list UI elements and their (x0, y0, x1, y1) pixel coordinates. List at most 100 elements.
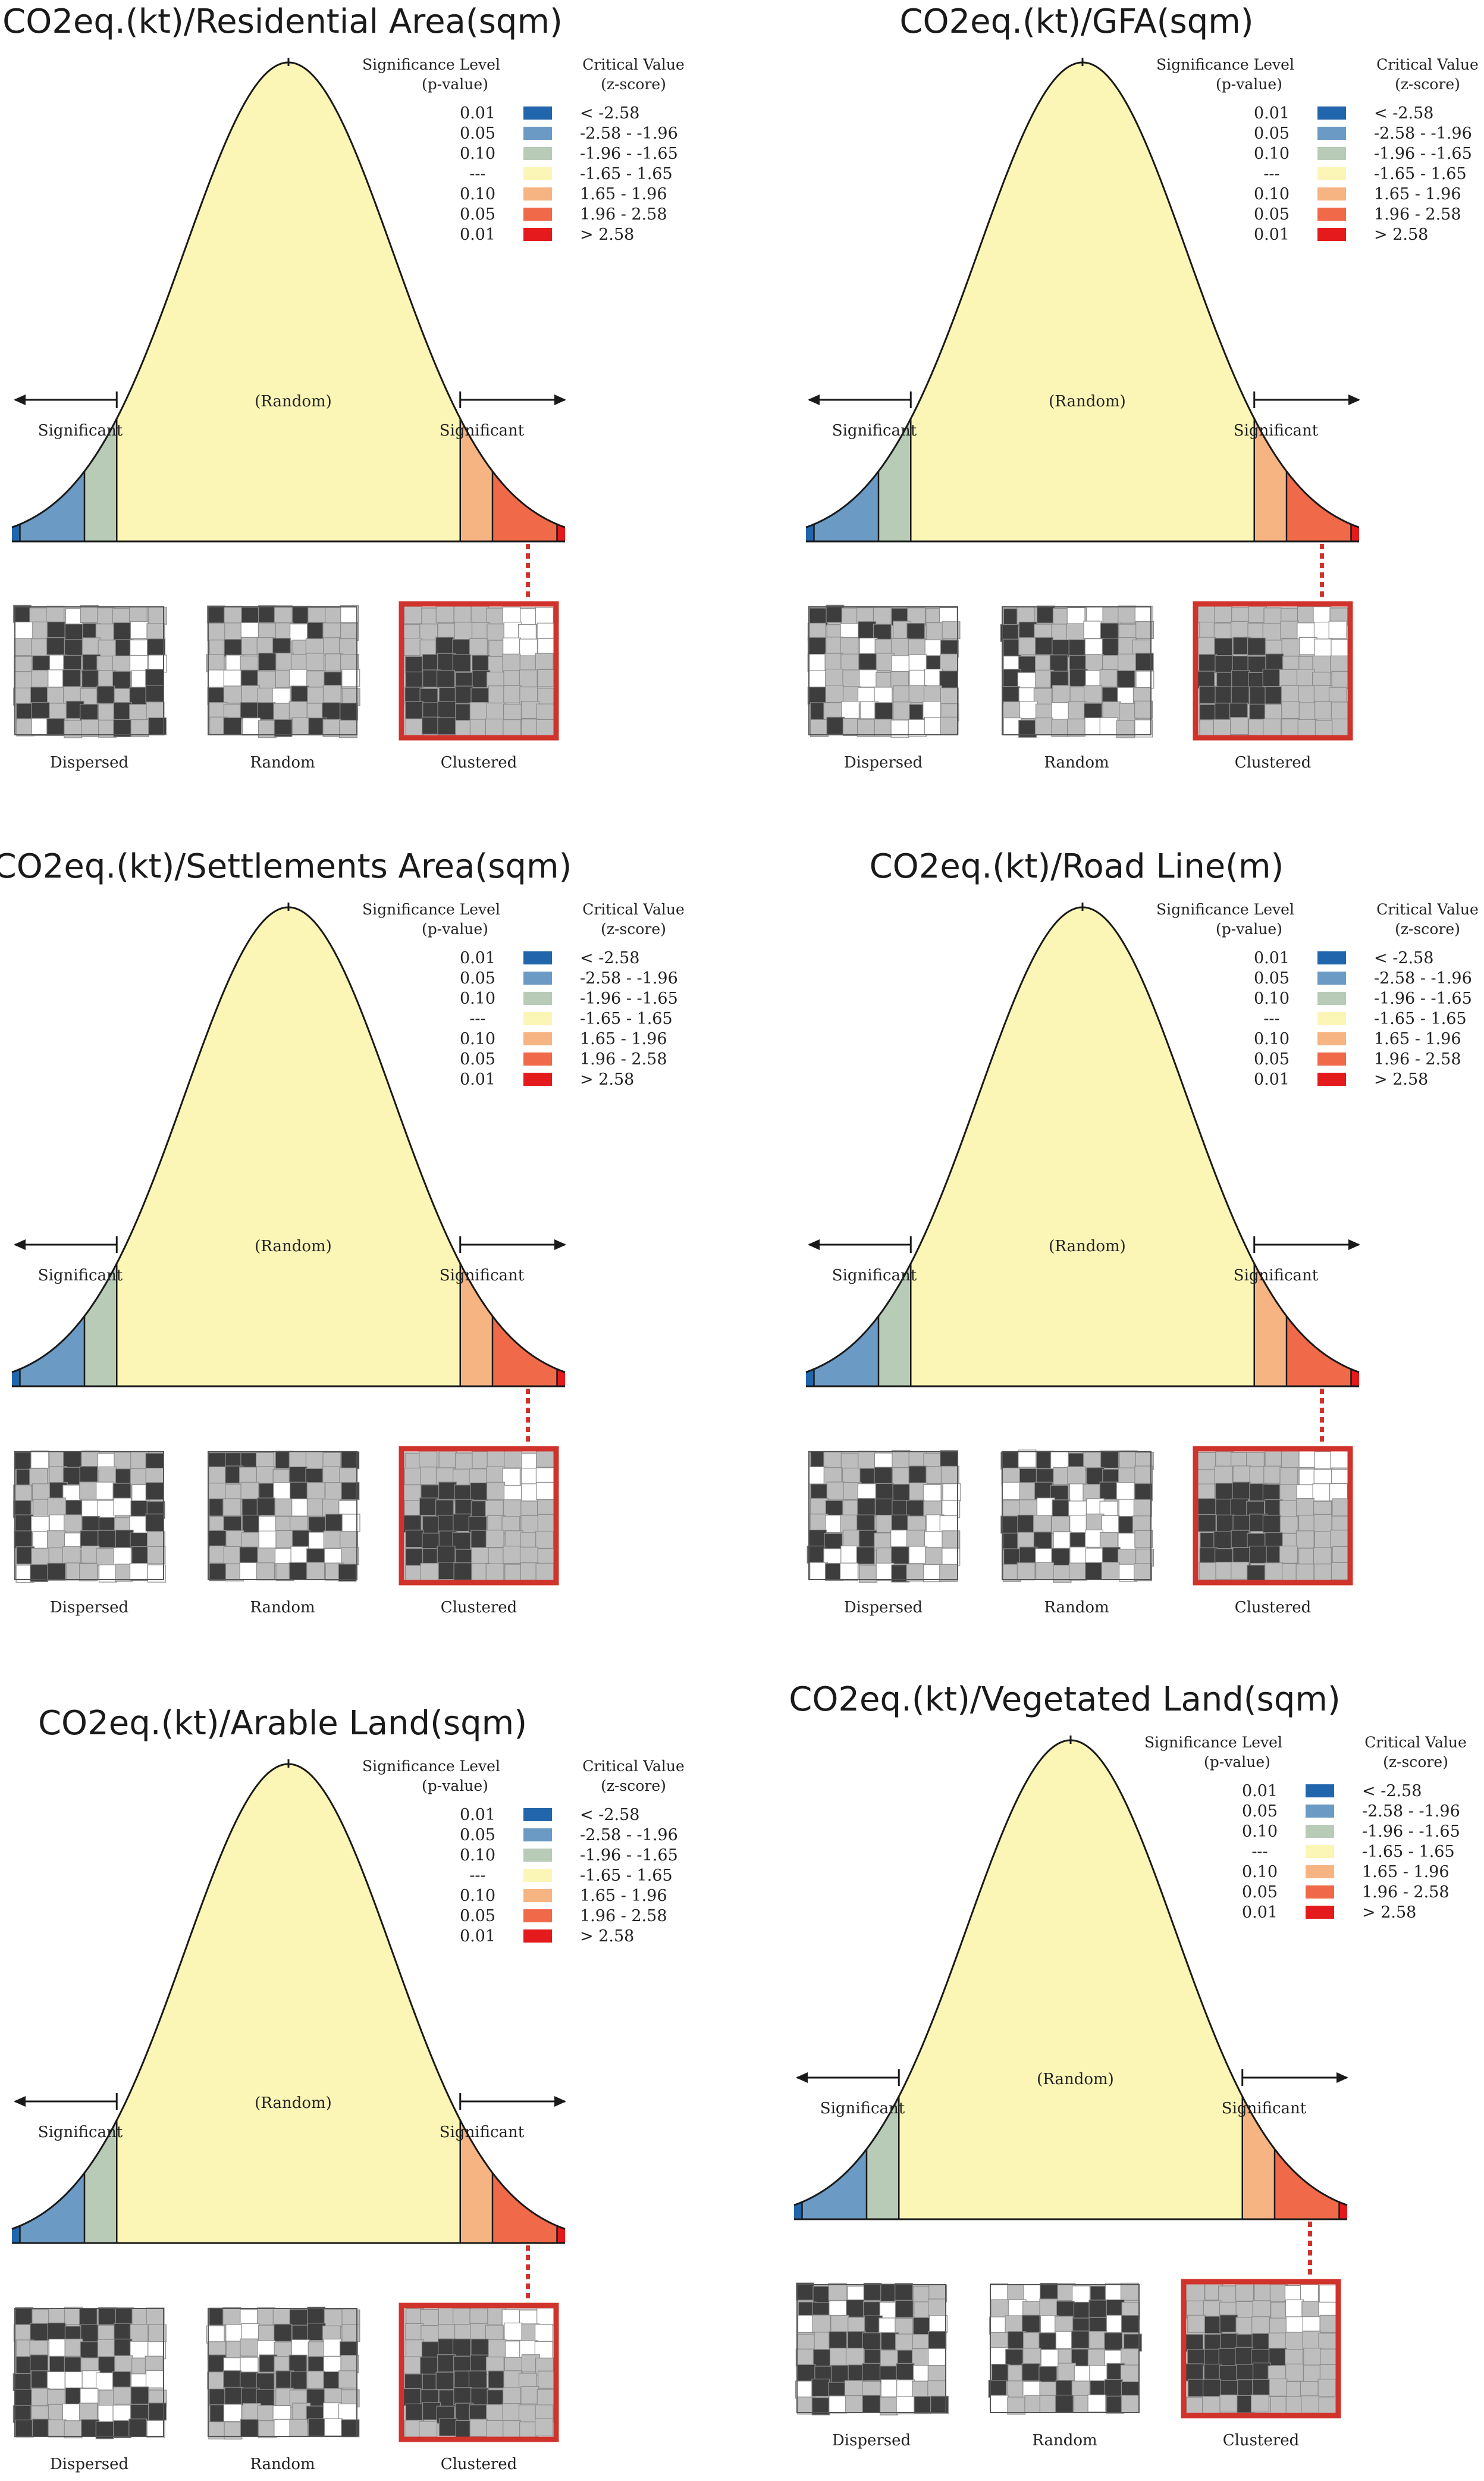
legend-swatch (523, 1012, 552, 1025)
legend-header-crit-sub: (z-score) (1395, 920, 1460, 938)
map-polygon (113, 701, 132, 720)
map-polygon (1262, 669, 1281, 687)
map-polygon (503, 670, 522, 688)
map-polygon (537, 2389, 556, 2407)
map-polygon (81, 637, 101, 656)
map-polygon (452, 2308, 471, 2326)
map-polygon (242, 718, 261, 736)
map-polygon (1298, 1515, 1317, 1533)
map-polygon (112, 2404, 131, 2423)
map-polygon (1099, 1481, 1118, 1500)
legend-swatch (1306, 1885, 1334, 1899)
map-polygon (1053, 1531, 1072, 1550)
legend-header-sig: Significance Level (1156, 901, 1294, 918)
map-polygon (519, 669, 538, 688)
legend-swatch (1317, 1012, 1346, 1025)
map-polygon (206, 605, 225, 624)
legend-z-value: -1.96 - -1.65 (580, 989, 678, 1008)
map-polygon (1068, 639, 1087, 657)
map-polygon (807, 687, 826, 705)
significant-label-right: Significant (1222, 2100, 1307, 2117)
legend-z-value: -1.65 - 1.65 (1374, 165, 1467, 183)
significant-label-right: Significant (440, 1267, 525, 1285)
map-polygon (1251, 2333, 1270, 2351)
map-polygon (13, 1484, 32, 1503)
map-polygon (824, 1515, 843, 1533)
left-arrow-head (808, 1239, 820, 1250)
map-polygon (1018, 1499, 1037, 1518)
map-polygon (48, 2338, 67, 2357)
map-polygon (537, 669, 556, 687)
pattern-map: Random (1000, 1449, 1154, 1617)
map-polygon (340, 653, 359, 672)
map-polygon (114, 2355, 133, 2373)
map-polygon (895, 2283, 914, 2301)
pattern-label: Dispersed (844, 1599, 923, 1617)
map-polygon (1247, 637, 1266, 656)
legend-p-value: 0.01 (460, 1806, 495, 1824)
map-polygon (128, 2419, 148, 2437)
curve-band (12, 2226, 20, 2243)
map-polygon (1331, 671, 1350, 689)
map-polygon (518, 2404, 537, 2423)
map-polygon (1314, 720, 1334, 738)
curve-band (117, 62, 460, 541)
map-polygon (1317, 2379, 1336, 2397)
map-polygon (223, 669, 242, 688)
map-polygon (1247, 1565, 1266, 1583)
map-polygon (46, 718, 65, 737)
map-polygon (487, 1449, 506, 1468)
map-polygon (1071, 2330, 1090, 2349)
map-polygon (1213, 1531, 1232, 1549)
pattern-label: Dispersed (832, 2432, 911, 2449)
curve-band (794, 2202, 802, 2219)
pattern-map: Dispersed (12, 2307, 167, 2473)
map-polygon (289, 2308, 308, 2327)
legend-z-value: -1.96 - -1.65 (1374, 989, 1472, 1008)
map-polygon (113, 1498, 132, 1516)
map-polygon (1203, 2379, 1221, 2397)
map-polygon (146, 2420, 165, 2438)
map-frame (796, 2284, 946, 2413)
map-polygon (146, 623, 165, 641)
map-polygon (1003, 701, 1022, 719)
map-polygon (306, 671, 325, 689)
map-polygon (1016, 606, 1036, 625)
map-polygon (988, 2380, 1007, 2398)
map-polygon (13, 687, 32, 706)
map-polygon (1055, 2330, 1074, 2349)
map-polygon (1085, 653, 1104, 672)
legend-z-value: 1.65 - 1.96 (580, 185, 667, 203)
map-polygon (876, 1514, 895, 1533)
legend-p-value: 0.10 (460, 1887, 495, 1905)
legend-z-value: > 2.58 (1362, 1903, 1416, 1922)
map-polygon (1269, 2317, 1288, 2336)
legend-z-value: 1.96 - 2.58 (1374, 205, 1461, 224)
map-polygon (241, 637, 260, 655)
map-polygon (1297, 719, 1316, 737)
map-polygon (112, 1483, 131, 1501)
map-polygon (470, 2338, 490, 2357)
legend-swatch (1317, 127, 1346, 140)
map-polygon (939, 1564, 958, 1582)
clustered-highlight-frame (399, 601, 559, 741)
map-polygon (1033, 1531, 1052, 1550)
legend-header-sig: Significance Level (362, 56, 500, 73)
map-polygon (1319, 2314, 1338, 2333)
random-label: (Random) (1049, 1238, 1126, 1255)
map-polygon (535, 1530, 554, 1549)
map-polygon (906, 1530, 925, 1548)
map-polygon (487, 624, 506, 642)
map-polygon (1134, 719, 1153, 738)
map-polygon (1121, 2395, 1140, 2413)
map-polygon (1328, 621, 1347, 639)
map-polygon (1218, 2348, 1237, 2366)
map-polygon (856, 1546, 875, 1565)
map-polygon (405, 701, 423, 719)
map-polygon (222, 1498, 241, 1517)
map-polygon (288, 1562, 308, 1580)
map-polygon (1263, 1465, 1282, 1484)
legend-swatch (523, 167, 552, 180)
map-polygon (275, 653, 294, 671)
map-polygon (223, 717, 242, 735)
